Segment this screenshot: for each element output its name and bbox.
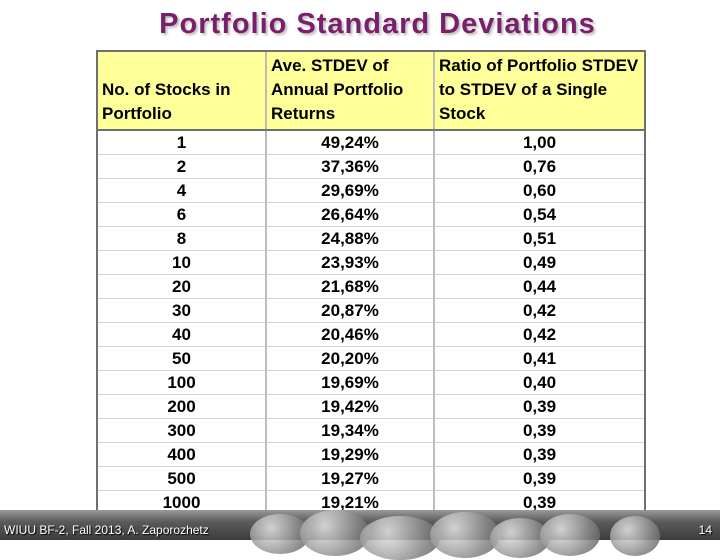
cell-ratio: 0,41	[433, 346, 644, 371]
cell-ave-stdev: 21,68%	[265, 274, 434, 299]
header-ave-stdev: Ave. STDEV of Annual Portfolio Returns	[265, 52, 434, 131]
cell-ave-stdev: 19,27%	[265, 466, 434, 491]
cell-ratio: 0,49	[433, 250, 644, 275]
cell-ave-stdev: 20,87%	[265, 298, 434, 323]
slide-title: Portfolio Standard Deviations	[159, 8, 596, 40]
cell-ratio: 0,39	[433, 442, 644, 467]
table-row: 10 23,93% 0,49	[98, 250, 644, 275]
cell-ratio: 0,54	[433, 202, 644, 227]
table-row: 50 20,20% 0,41	[98, 346, 644, 371]
cell-num-stocks: 4	[98, 178, 266, 203]
cell-ratio: 0,44	[433, 274, 644, 299]
cell-ave-stdev: 37,36%	[265, 154, 434, 179]
cell-num-stocks: 500	[98, 466, 266, 491]
cell-ave-stdev: 19,42%	[265, 394, 434, 419]
footer-course-label: WIUU BF-2, Fall 2013, A. Zaporozhetz	[4, 523, 209, 537]
cell-ave-stdev: 29,69%	[265, 178, 434, 203]
table-row: 100 19,69% 0,40	[98, 370, 644, 395]
cell-ratio: 0,51	[433, 226, 644, 251]
table-row: 500 19,27% 0,39	[98, 466, 644, 491]
table-row: 300 19,34% 0,39	[98, 418, 644, 443]
table-row: 400 19,29% 0,39	[98, 442, 644, 467]
cell-ave-stdev: 20,20%	[265, 346, 434, 371]
cell-num-stocks: 1	[98, 130, 266, 155]
cell-ratio: 0,42	[433, 298, 644, 323]
cell-ave-stdev: 23,93%	[265, 250, 434, 275]
coin-image	[360, 516, 440, 560]
table-row: 2 37,36% 0,76	[98, 154, 644, 179]
cell-num-stocks: 10	[98, 250, 266, 275]
cell-ratio: 0,76	[433, 154, 644, 179]
cell-num-stocks: 40	[98, 322, 266, 347]
cell-num-stocks: 20	[98, 274, 266, 299]
cell-ratio: 0,40	[433, 370, 644, 395]
std-dev-table: No. of Stocks in Portfolio Ave. STDEV of…	[96, 50, 646, 517]
header-num-stocks: No. of Stocks in Portfolio	[98, 52, 266, 131]
table-row: 200 19,42% 0,39	[98, 394, 644, 419]
cell-ave-stdev: 26,64%	[265, 202, 434, 227]
cell-num-stocks: 50	[98, 346, 266, 371]
cell-ratio: 0,42	[433, 322, 644, 347]
cell-num-stocks: 400	[98, 442, 266, 467]
cell-num-stocks: 6	[98, 202, 266, 227]
table-row: 6 26,64% 0,54	[98, 202, 644, 227]
cell-ave-stdev: 49,24%	[265, 130, 434, 155]
cell-ratio: 1,00	[433, 130, 644, 155]
table-row: 8 24,88% 0,51	[98, 226, 644, 251]
footer-band: WIUU BF-2, Fall 2013, A. Zaporozhetz 14	[0, 510, 720, 560]
table-row: 4 29,69% 0,60	[98, 178, 644, 203]
cell-ave-stdev: 20,46%	[265, 322, 434, 347]
cell-num-stocks: 30	[98, 298, 266, 323]
table-row: 20 21,68% 0,44	[98, 274, 644, 299]
cell-ratio: 0,60	[433, 178, 644, 203]
cell-num-stocks: 300	[98, 418, 266, 443]
cell-ratio: 0,39	[433, 394, 644, 419]
cell-ave-stdev: 19,29%	[265, 442, 434, 467]
coin-image	[300, 510, 370, 556]
page-number: 14	[698, 523, 712, 537]
cell-ave-stdev: 24,88%	[265, 226, 434, 251]
cell-ratio: 0,39	[433, 418, 644, 443]
cell-ave-stdev: 19,34%	[265, 418, 434, 443]
coin-image	[540, 514, 600, 556]
cell-num-stocks: 100	[98, 370, 266, 395]
cell-num-stocks: 200	[98, 394, 266, 419]
cell-ave-stdev: 19,69%	[265, 370, 434, 395]
cell-num-stocks: 2	[98, 154, 266, 179]
table-row: 30 20,87% 0,42	[98, 298, 644, 323]
table-row: 40 20,46% 0,42	[98, 322, 644, 347]
cell-ratio: 0,39	[433, 466, 644, 491]
header-ratio: Ratio of Portfolio STDEV to STDEV of a S…	[433, 52, 644, 131]
coin-image	[610, 516, 660, 556]
table-header-row: No. of Stocks in Portfolio Ave. STDEV of…	[98, 52, 644, 131]
cell-num-stocks: 8	[98, 226, 266, 251]
table-row: 1 49,24% 1,00	[98, 130, 644, 155]
